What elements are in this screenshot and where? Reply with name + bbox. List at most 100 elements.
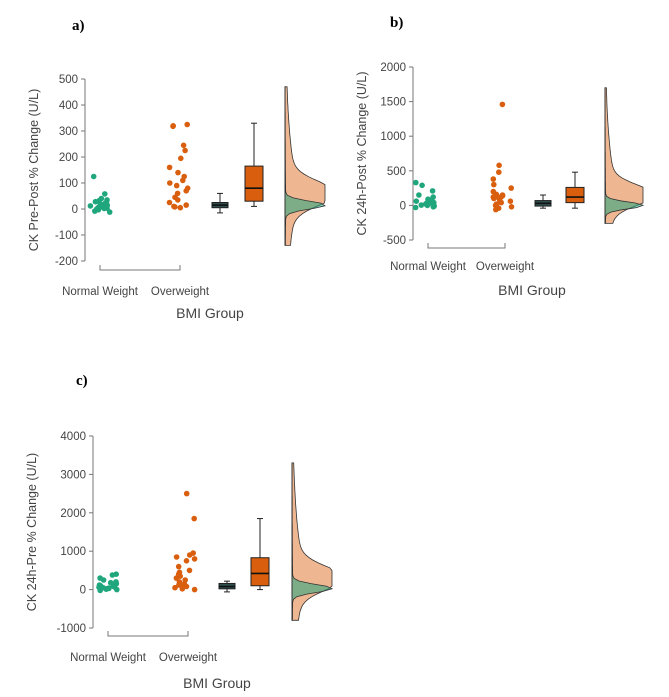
overweight-point [173, 182, 180, 189]
x-axis-bracket [99, 265, 181, 271]
y-tick-label: 2000 [60, 508, 86, 520]
overweight-density [604, 87, 644, 224]
overweight-point [490, 194, 497, 200]
y-tick-label: 500 [387, 166, 406, 178]
overweight-box [565, 186, 585, 204]
normal-weight-point [413, 198, 420, 204]
overweight-density [291, 462, 333, 621]
chart-panel-2: b) -500 0 500 1000 1500 2000 CK 24h-Post % Chan… [355, 15, 645, 298]
overweight-point [493, 206, 499, 213]
y-axis-label: CK 24h-Pre % Change (U/L) [25, 453, 39, 611]
y-tick-label: 500 [59, 74, 78, 86]
y-tick-label: 300 [59, 126, 78, 138]
overweight-point [173, 575, 180, 581]
y-tick-label: 0 [400, 200, 406, 212]
overweight-point [180, 142, 187, 149]
normal-weight-point [110, 583, 117, 589]
x-category-label: Normal Weight [62, 286, 139, 298]
normal-weight-point [416, 192, 422, 198]
y-tick-label: 1500 [380, 97, 406, 109]
y-tick-label: 200 [59, 152, 78, 164]
overweight-point [183, 490, 190, 497]
y-tick-label: 1000 [380, 131, 406, 143]
chart-panel-3: c) -1000 0 1000 2000 3000 4000 CK 24h-Pre % Cha… [25, 373, 334, 691]
overweight-point [175, 197, 181, 203]
y-tick-label: 2000 [380, 62, 406, 74]
normal-weight-point [412, 204, 419, 211]
y-tick-label: 0 [80, 585, 86, 597]
overweight-density [284, 86, 326, 246]
overweight-point [508, 204, 515, 210]
normal-weight-point [92, 208, 98, 214]
panel-label: b) [390, 15, 403, 31]
normal-weight-point [104, 202, 111, 209]
normal-weight-point [104, 197, 110, 203]
x-category-label: Normal Weight [390, 261, 467, 273]
panel-label: a) [72, 18, 85, 34]
y-tick-label: 100 [59, 178, 78, 190]
y-tick-label: 3000 [60, 469, 86, 481]
overweight-point [498, 199, 505, 206]
overweight-point [176, 582, 182, 588]
normal-weight-point [102, 191, 108, 197]
overweight-point [490, 176, 497, 182]
overweight-point [170, 123, 176, 129]
overweight-point [182, 147, 188, 154]
normal-weight-point [429, 188, 436, 194]
y-tick-label: 4000 [60, 431, 86, 443]
normal-weight-point [424, 202, 431, 209]
overweight-point [191, 586, 198, 593]
x-axis-label: BMI Group [176, 305, 244, 321]
overweight-point [183, 202, 189, 208]
panel-label: c) [76, 373, 88, 389]
normal-weight-point [103, 586, 109, 592]
x-axis-bracket [107, 631, 189, 637]
overweight-point [175, 563, 182, 570]
normal-weight-point [87, 203, 94, 209]
normal-weight-point [109, 572, 116, 578]
x-axis-label: BMI Group [498, 282, 566, 298]
x-category-label: Overweight [476, 261, 535, 273]
overweight-point [184, 121, 190, 128]
overweight-point [172, 584, 178, 591]
chart-panel-1: a) -200 -100 0 100 200 300 400 500 CK Pre-Post % … [27, 18, 326, 321]
x-category-label: Normal Weight [70, 652, 147, 664]
y-tick-label: -200 [55, 256, 78, 268]
normal-weight-point [97, 587, 103, 594]
overweight-point [178, 155, 184, 162]
normal-weight-point [106, 209, 113, 215]
normal-weight-point [92, 198, 99, 205]
overweight-point [183, 558, 190, 564]
overweight-point [180, 177, 186, 184]
overweight-point [175, 169, 181, 176]
overweight-point [508, 185, 514, 191]
overweight-point [499, 101, 506, 108]
normal-weight-point [90, 173, 97, 180]
overweight-box [244, 165, 264, 202]
normal-weight-point [419, 182, 425, 189]
y-axis-label: CK 24h-Post % Change (U/L) [355, 72, 369, 236]
y-tick-label: -500 [383, 235, 406, 247]
overweight-point [183, 188, 189, 194]
overweight-point [191, 515, 197, 522]
x-axis-bracket [427, 243, 506, 249]
overweight-point [191, 556, 198, 562]
normal-weight-point [430, 201, 436, 208]
normal-weight-point [428, 197, 435, 203]
overweight-point [183, 583, 190, 590]
normal-weight-point [413, 179, 419, 186]
y-tick-label: 400 [59, 100, 78, 112]
y-tick-label: 0 [72, 204, 78, 216]
overweight-point [177, 204, 184, 211]
overweight-point [173, 554, 180, 560]
x-category-label: Overweight [159, 652, 218, 664]
y-tick-label: -1000 [57, 623, 86, 635]
overweight-point [179, 586, 186, 592]
overweight-point [491, 181, 497, 188]
y-tick-label: 1000 [60, 546, 86, 558]
overweight-point [166, 164, 173, 171]
x-axis-label: BMI Group [183, 675, 251, 691]
overweight-point [499, 192, 506, 198]
x-category-label: Overweight [151, 286, 210, 298]
